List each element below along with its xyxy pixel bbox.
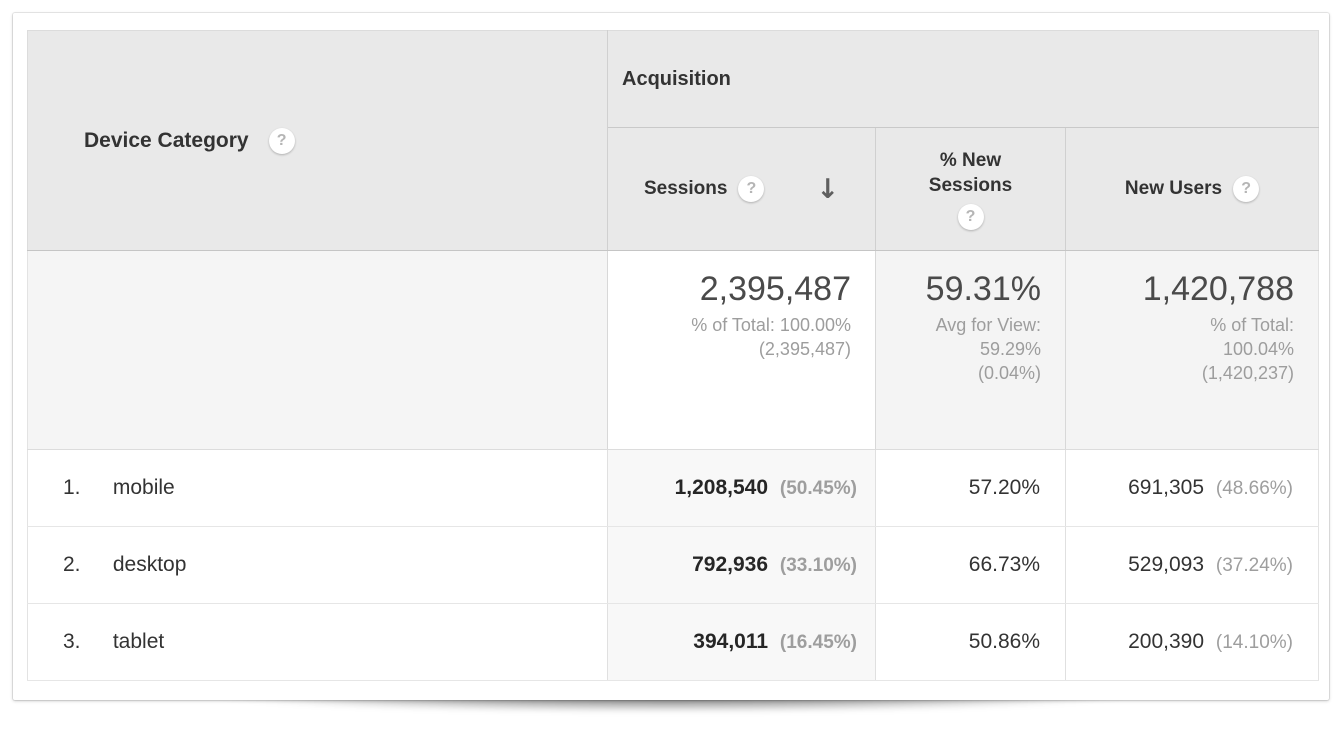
new-sessions-avg-subtext: Avg for View: [935,315,1041,335]
new-users-total-value: 1,420,788 [1142,270,1294,308]
acquisition-group-label: Acquisition [622,67,731,90]
help-icon[interactable]: ? [957,204,984,230]
new-sessions-cell: 66.73% [875,526,1066,604]
row-index: 1. [63,476,81,499]
device-category-link[interactable]: mobile [112,476,175,499]
new-users-cell: 200,390 (14.10%) [1065,603,1319,681]
help-icon[interactable]: ? [268,127,295,154]
new-sessions-avg-subtext: (0.04%) [977,363,1041,383]
new-sessions-cell: 57.20% [875,449,1066,527]
sessions-total-subtext: % of Total: 100.00% [691,315,851,335]
new-sessions-cell: 50.86% [875,603,1066,681]
new-users-total-subtext: 100.04% [1222,339,1294,359]
sessions-cell: 1,208,540 (50.45%) [607,449,876,527]
new-users-percent: (37.24%) [1215,555,1293,576]
summary-dimension-cell [27,250,608,450]
acquisition-group-header: Acquisition [607,30,1319,128]
help-icon[interactable]: ? [738,176,765,202]
sessions-percent: (16.45%) [779,632,857,653]
new-users-cell: 529,093 (37.24%) [1065,526,1319,604]
sessions-cell: 792,936 (33.10%) [607,526,876,604]
new-sessions-avg-value: 59.31% [925,270,1041,308]
new-users-percent: (14.10%) [1215,632,1293,653]
summary-new-users-cell: 1,420,788 % of Total: 100.04% (1,420,237… [1065,250,1319,450]
table-row-mobile: 1. mobile 1,208,540 (50.45%) 57.20% 691,… [27,449,1319,527]
summary-new-sessions-cell: 59.31% Avg for View: 59.29% (0.04%) [875,250,1066,450]
sort-descending-arrow-icon[interactable]: ↓ [816,173,840,205]
dimension-cell: 3. tablet [27,603,608,681]
sessions-value: 1,208,540 [674,476,769,499]
sessions-percent: (50.45%) [779,478,857,499]
new-sessions-value: 50.86% [968,630,1040,653]
sessions-header-label: Sessions [643,178,728,199]
row-index: 2. [63,553,81,576]
sessions-total-subtext: (2,395,487) [758,339,851,359]
new-sessions-value: 57.20% [968,476,1040,499]
sessions-percent: (33.10%) [779,555,857,576]
percent-new-sessions-column-header[interactable]: % New Sessions ? [875,127,1066,251]
new-users-header-label: New Users [1124,178,1223,199]
new-users-percent: (48.66%) [1215,478,1293,499]
new-users-total-subtext: (1,420,237) [1201,363,1294,383]
new-users-total-subtext: % of Total: [1210,315,1294,335]
sessions-value: 394,011 [693,630,769,653]
help-icon[interactable]: ? [1233,176,1260,202]
new-users-value: 200,390 [1128,630,1205,653]
device-category-table: Device Category ? Acquisition Sessions ?… [27,30,1319,681]
row-index: 3. [63,630,81,653]
sessions-cell: 394,011 (16.45%) [607,603,876,681]
sessions-total-value: 2,395,487 [699,270,851,308]
dimension-header-cell: Device Category ? [27,30,608,251]
sessions-value: 792,936 [692,553,769,576]
sessions-column-header[interactable]: Sessions ? ↓ [607,127,876,251]
new-sessions-value: 66.73% [968,553,1040,576]
new-users-value: 529,093 [1128,553,1205,576]
metric-header-row: Sessions ? ↓ % New Sessions ? New [28,127,1319,251]
dimension-header-label: Device Category [84,128,249,152]
totals-summary-row: 2,395,487 % of Total: 100.00% (2,395,487… [27,250,1319,450]
new-sessions-avg-subtext: 59.29% [979,339,1041,359]
new-users-value: 691,305 [1128,476,1205,499]
summary-sessions-cell: 2,395,487 % of Total: 100.00% (2,395,487… [607,250,876,450]
device-category-link[interactable]: desktop [112,553,187,576]
device-category-link[interactable]: tablet [112,630,165,653]
dimension-cell: 1. mobile [27,449,608,527]
group-header-row: Device Category ? Acquisition [27,30,1319,251]
percent-new-sessions-header-label: % New Sessions [928,150,1013,196]
dimension-cell: 2. desktop [27,526,608,604]
analytics-report-card: Device Category ? Acquisition Sessions ?… [13,13,1329,700]
new-users-column-header[interactable]: New Users ? [1065,127,1319,251]
new-users-cell: 691,305 (48.66%) [1065,449,1319,527]
table-row-tablet: 3. tablet 394,011 (16.45%) 50.86% 200,39… [27,603,1319,681]
table-row-desktop: 2. desktop 792,936 (33.10%) 66.73% 529,0… [27,526,1319,604]
